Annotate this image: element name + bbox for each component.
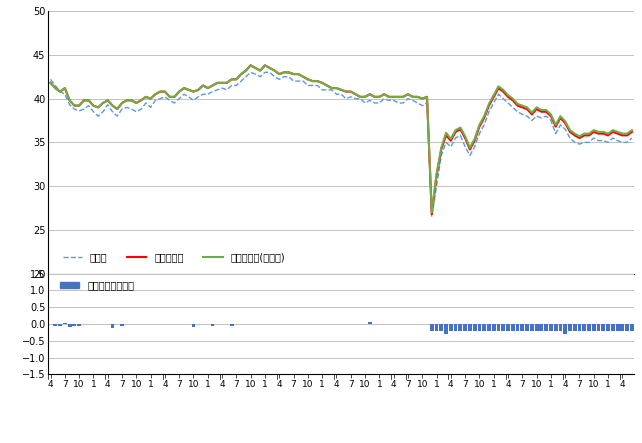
- 原系列: [528, 118, 535, 123]
- 季節調整値: [628, 129, 636, 135]
- 季節調整値: [247, 63, 254, 68]
- 季節調整値(改訂前): [528, 110, 535, 115]
- 原系列: [628, 136, 636, 141]
- Bar: [596, 324, 600, 331]
- Bar: [539, 324, 543, 331]
- Bar: [230, 324, 234, 326]
- 原系列: [247, 70, 254, 75]
- Bar: [587, 324, 591, 331]
- 季節調整値(改訂前): [47, 80, 55, 85]
- Bar: [611, 324, 615, 331]
- 原系列: [47, 77, 55, 82]
- 季節調整値: [104, 98, 112, 103]
- 季節調整値(改訂前): [214, 80, 221, 85]
- Bar: [464, 324, 467, 331]
- 原系列: [304, 83, 312, 88]
- Bar: [530, 324, 534, 331]
- 季節調整値(改訂前): [80, 98, 88, 103]
- Legend: 原系列, 季節調整値, 季節調整値(改訂前): 原系列, 季節調整値, 季節調整値(改訂前): [59, 249, 289, 266]
- Bar: [582, 324, 586, 331]
- 原系列: [104, 102, 112, 107]
- Bar: [602, 324, 605, 331]
- Bar: [620, 324, 624, 331]
- 季節調整値(改訂前): [304, 77, 312, 82]
- Bar: [110, 324, 114, 328]
- Bar: [458, 324, 462, 331]
- Bar: [191, 324, 195, 327]
- Bar: [454, 324, 458, 331]
- 季節調整値: [304, 77, 312, 82]
- Bar: [58, 324, 62, 326]
- Bar: [435, 324, 438, 331]
- 季節調整値(改訂前): [247, 63, 254, 68]
- Bar: [616, 324, 620, 331]
- Bar: [535, 324, 539, 331]
- Bar: [439, 324, 443, 331]
- Bar: [492, 324, 496, 331]
- 季節調整値(改訂前): [428, 210, 436, 215]
- 原系列: [114, 113, 121, 119]
- Line: 原系列: 原系列: [51, 72, 632, 217]
- Bar: [120, 324, 124, 326]
- Bar: [211, 324, 214, 326]
- Bar: [444, 324, 448, 334]
- 季節調整値: [114, 106, 121, 112]
- Bar: [521, 324, 525, 331]
- Bar: [430, 324, 434, 331]
- Bar: [563, 324, 567, 334]
- Bar: [559, 324, 562, 331]
- 季節調整値(改訂前): [114, 106, 121, 112]
- 原系列: [214, 87, 221, 93]
- Bar: [487, 324, 491, 331]
- Bar: [478, 324, 482, 331]
- Bar: [67, 324, 71, 326]
- Bar: [549, 324, 553, 331]
- Bar: [578, 324, 582, 331]
- Bar: [468, 324, 472, 331]
- 季節調整値: [214, 80, 221, 85]
- Line: 季節調整値(改訂前): 季節調整値(改訂前): [51, 66, 632, 212]
- Bar: [63, 323, 67, 324]
- 季節調整値(改訂前): [628, 128, 636, 133]
- Bar: [592, 324, 596, 331]
- Bar: [573, 324, 577, 331]
- Bar: [554, 324, 557, 331]
- 原系列: [80, 106, 88, 112]
- Bar: [53, 324, 57, 326]
- 季節調整値: [528, 112, 535, 117]
- Line: 季節調整値: 季節調整値: [51, 66, 632, 214]
- 原系列: [428, 214, 436, 219]
- Legend: 新旧差（新－旧）: 新旧差（新－旧）: [56, 276, 138, 294]
- Bar: [482, 324, 486, 331]
- Bar: [625, 324, 629, 331]
- Bar: [511, 324, 515, 331]
- Bar: [449, 324, 453, 331]
- Bar: [501, 324, 505, 331]
- Bar: [73, 324, 76, 326]
- Bar: [506, 324, 510, 331]
- 季節調整値(改訂前): [104, 98, 112, 103]
- Bar: [525, 324, 529, 331]
- Bar: [368, 323, 372, 324]
- Bar: [516, 324, 519, 331]
- Bar: [606, 324, 610, 331]
- Bar: [473, 324, 476, 331]
- 季節調整値: [80, 98, 88, 103]
- Bar: [496, 324, 500, 331]
- Bar: [568, 324, 572, 331]
- Bar: [544, 324, 548, 331]
- Bar: [630, 324, 634, 331]
- Bar: [77, 324, 81, 326]
- 季節調整値: [47, 80, 55, 85]
- 季節調整値: [428, 211, 436, 217]
